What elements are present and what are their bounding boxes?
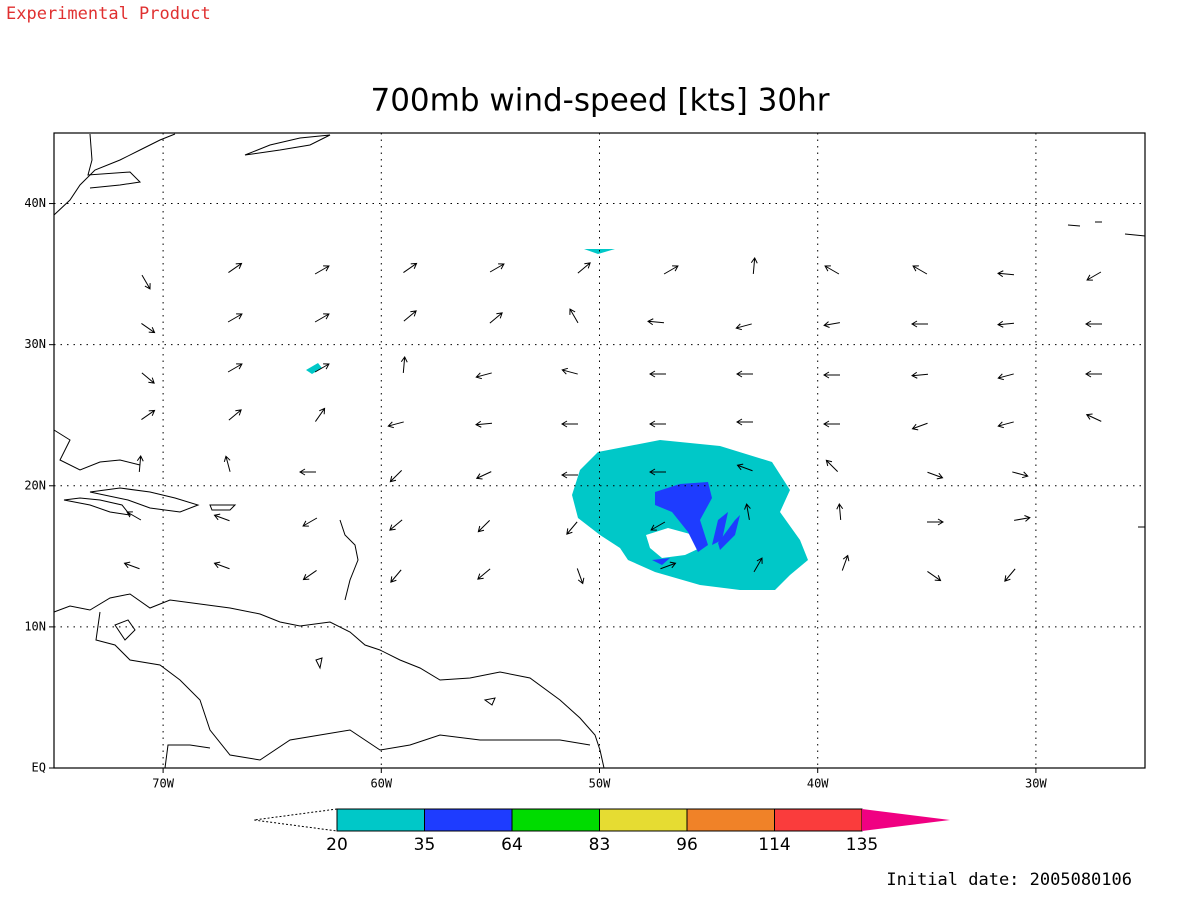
colorbar-box — [774, 808, 863, 832]
colorbar-label: 114 — [758, 835, 790, 855]
colorbar-label: 83 — [589, 835, 611, 855]
footer: Initial date: 2005080106 — [886, 870, 1132, 890]
x-tick-label: 70W — [152, 777, 174, 791]
colorbar-box — [424, 808, 513, 832]
header: Experimental Product — [6, 4, 211, 24]
y-tick-label: 40N — [24, 196, 46, 210]
x-tick-label: 30W — [1025, 777, 1047, 791]
colorbar-under — [253, 808, 338, 832]
y-tick-label: 20N — [24, 478, 46, 492]
colorbar-box — [336, 808, 425, 832]
x-tick-label: 50W — [589, 777, 611, 791]
x-tick-label: 60W — [370, 777, 392, 791]
coastlines — [53, 133, 1146, 769]
colorbar-label: 96 — [676, 835, 698, 855]
colorbar-label: 35 — [414, 835, 436, 855]
colorbar-box — [599, 808, 688, 832]
axes: 70W 60W 50W 40W 30W EQ 10N 20N 30N 40N — [24, 133, 1145, 791]
colorbar-box — [511, 808, 600, 832]
y-tick-label: 10N — [24, 619, 46, 633]
y-tick-label: EQ — [32, 761, 46, 775]
colorbar: 20 35 64 83 96 114 135 — [253, 808, 950, 855]
colorbar-label: 135 — [846, 835, 878, 855]
colorbar-label: 64 — [501, 835, 523, 855]
colorbar-box — [686, 808, 775, 832]
map-frame — [53, 132, 1146, 769]
x-tick-label: 40W — [807, 777, 829, 791]
chart-title: 700mb wind-speed [kts] 30hr — [370, 83, 829, 119]
wind-shading — [306, 249, 808, 590]
y-tick-label: 30N — [24, 337, 46, 351]
colorbar-over — [862, 809, 950, 831]
colorbar-label: 20 — [326, 835, 348, 855]
